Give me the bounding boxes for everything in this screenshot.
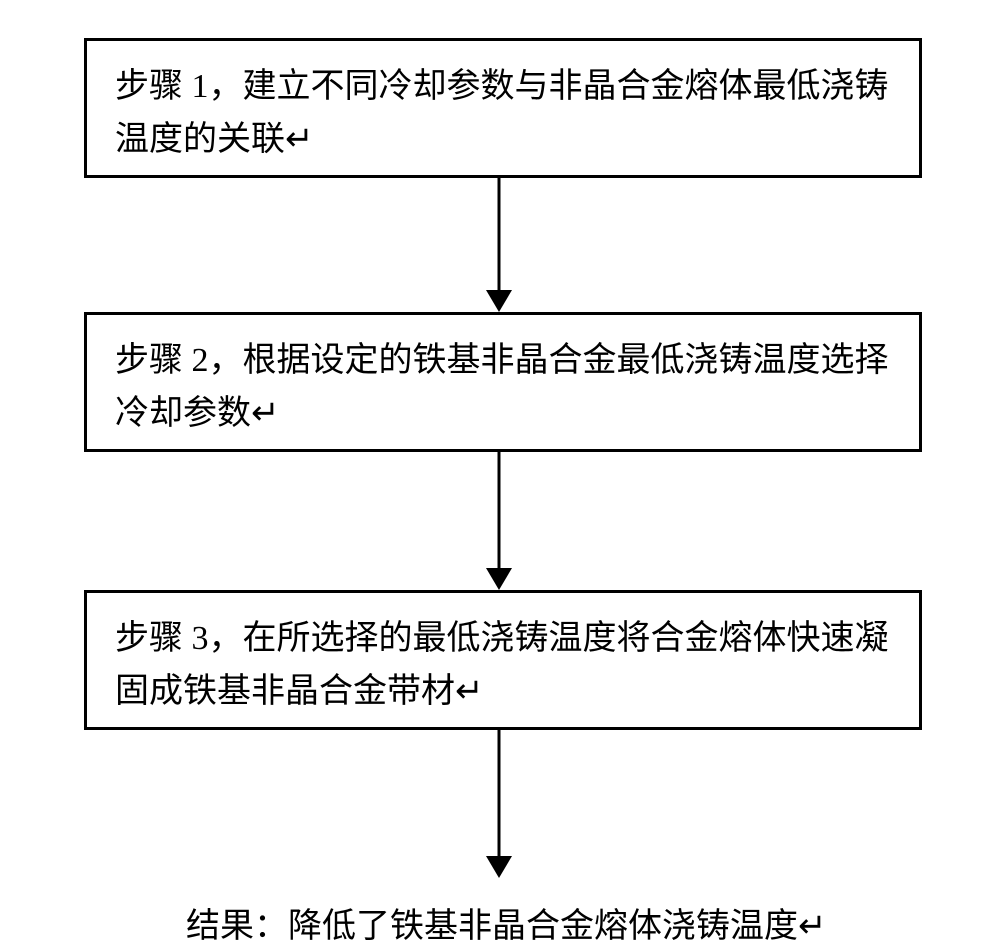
arrow-3 [486,730,512,878]
step-box-2: 步骤 2，根据设定的铁基非晶合金最低浇铸温度选择冷却参数↵ [84,312,922,452]
result-text: 结果：降低了铁基非晶合金熔体浇铸温度↵ [186,898,827,947]
arrow-1 [486,178,512,312]
step-text-3: 步骤 3，在所选择的最低浇铸温度将合金熔体快速凝固成铁基非晶合金带材↵ [115,620,889,710]
step-text-2: 步骤 2，根据设定的铁基非晶合金最低浇铸温度选择冷却参数↵ [115,342,889,432]
flowchart-canvas: 步骤 1，建立不同冷却参数与非晶合金熔体最低浇铸温度的关联↵ 步骤 2，根据设定… [0,0,1000,948]
step-text-1: 步骤 1，建立不同冷却参数与非晶合金熔体最低浇铸温度的关联↵ [115,68,889,158]
arrow-2 [486,452,512,590]
step-box-3: 步骤 3，在所选择的最低浇铸温度将合金熔体快速凝固成铁基非晶合金带材↵ [84,590,922,730]
step-box-1: 步骤 1，建立不同冷却参数与非晶合金熔体最低浇铸温度的关联↵ [84,38,922,178]
